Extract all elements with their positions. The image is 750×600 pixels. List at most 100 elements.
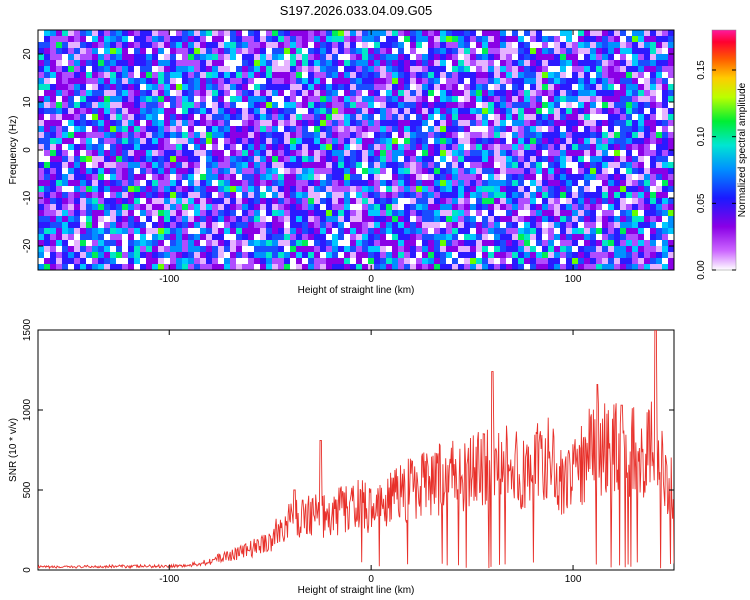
spectrogram-cell (122, 54, 128, 60)
spectrogram-cell (254, 132, 260, 138)
spectrogram-cell (650, 210, 656, 216)
spectrogram-cell (458, 246, 464, 252)
spectrogram-cell (482, 48, 488, 54)
spectrogram-cell (638, 216, 644, 222)
spectrogram-cell (386, 66, 392, 72)
spectrogram-cell (146, 258, 152, 264)
spectrogram-cell (398, 60, 404, 66)
spectrogram-cell (440, 72, 446, 78)
spectrogram-cell (254, 48, 260, 54)
spectrogram-cell (50, 72, 56, 78)
spectrogram-cell (194, 186, 200, 192)
spectrogram-cell (200, 162, 206, 168)
spectrogram-cell (326, 108, 332, 114)
spectrogram-cell (140, 60, 146, 66)
spectrogram-cell (662, 174, 668, 180)
spectrogram-cell (128, 168, 134, 174)
spectrogram-cell (500, 234, 506, 240)
spectrogram-cell (326, 42, 332, 48)
spectrogram-cell (548, 126, 554, 132)
spectrogram-cell (470, 66, 476, 72)
spectrogram-cell (446, 216, 452, 222)
spectrogram-cell (260, 258, 266, 264)
spectrogram-cell (416, 90, 422, 96)
spectrogram-cell (668, 264, 674, 270)
spectrogram-cell (272, 126, 278, 132)
spectrogram-cell (254, 192, 260, 198)
spectrogram-cell (584, 78, 590, 84)
spectrogram-cell (422, 144, 428, 150)
spectrogram-cell (602, 198, 608, 204)
spectrogram-cell (614, 168, 620, 174)
spectrogram-cell (476, 252, 482, 258)
spectrogram-cell (194, 228, 200, 234)
spectrogram-cell (572, 108, 578, 114)
spectrogram-cell (506, 246, 512, 252)
spectrogram-cell (524, 258, 530, 264)
spectrogram-cell (80, 216, 86, 222)
spectrogram-cell (470, 90, 476, 96)
spectrogram-cell (458, 186, 464, 192)
spectrogram-cell (44, 240, 50, 246)
spectrogram-cell (584, 198, 590, 204)
spectrogram-cell (152, 258, 158, 264)
spectrogram-cell (332, 216, 338, 222)
spectrogram-cell (536, 240, 542, 246)
spectrogram-cell (158, 30, 164, 36)
spectrogram-cell (500, 156, 506, 162)
spectrogram-cell (104, 216, 110, 222)
spectrogram-cell (152, 144, 158, 150)
spectrogram-cell (56, 54, 62, 60)
spectrogram-cell (374, 84, 380, 90)
spectrogram-cell (644, 132, 650, 138)
spectrogram-cell (152, 108, 158, 114)
spectrogram-cell (308, 180, 314, 186)
spectrogram-cell (530, 246, 536, 252)
spectrogram-cell (308, 162, 314, 168)
spectrogram-cell (230, 192, 236, 198)
spectrogram-cell (572, 102, 578, 108)
spectrogram-cell (92, 186, 98, 192)
spectrogram-cell (452, 216, 458, 222)
spectrogram-cell (218, 162, 224, 168)
spectrogram-cell (302, 246, 308, 252)
spectrogram-cell (230, 204, 236, 210)
spectrogram-cell (602, 96, 608, 102)
spectrogram-cell (656, 108, 662, 114)
spectrogram-cell (92, 114, 98, 120)
spectrogram-cell (134, 102, 140, 108)
spectrogram-cell (44, 42, 50, 48)
spectrogram-cell (554, 252, 560, 258)
spectrogram-cell (188, 216, 194, 222)
spectrogram-cell (350, 246, 356, 252)
spectrogram-cell (500, 252, 506, 258)
spectrogram-cell (608, 54, 614, 60)
spectrogram-cell (146, 210, 152, 216)
spectrogram-cell (350, 258, 356, 264)
spectrogram-cell (116, 132, 122, 138)
spectrogram-cell (182, 210, 188, 216)
spectrogram-cell (500, 108, 506, 114)
spectrogram-cell (314, 216, 320, 222)
spectrogram-cell (230, 168, 236, 174)
spectrogram-cell (146, 198, 152, 204)
spectrogram-cell (542, 264, 548, 270)
spectrogram-cell (488, 30, 494, 36)
spectrogram-cell (476, 132, 482, 138)
spectrogram-cell (368, 180, 374, 186)
spectrogram-cell (398, 264, 404, 270)
spectrogram-cell (596, 126, 602, 132)
spectrogram-cell (656, 240, 662, 246)
spectrogram-cell (566, 132, 572, 138)
spectrogram-cell (548, 258, 554, 264)
spectrogram-cell (128, 66, 134, 72)
spectrogram-cell (668, 168, 674, 174)
spectrogram-cell (404, 42, 410, 48)
spectrogram-cell (398, 102, 404, 108)
spectrogram-cell (590, 30, 596, 36)
spectrogram-cell (380, 180, 386, 186)
spectrogram-cell (434, 42, 440, 48)
spectrogram-cell (614, 150, 620, 156)
spectrogram-cell (434, 96, 440, 102)
spectrogram-cell (134, 234, 140, 240)
